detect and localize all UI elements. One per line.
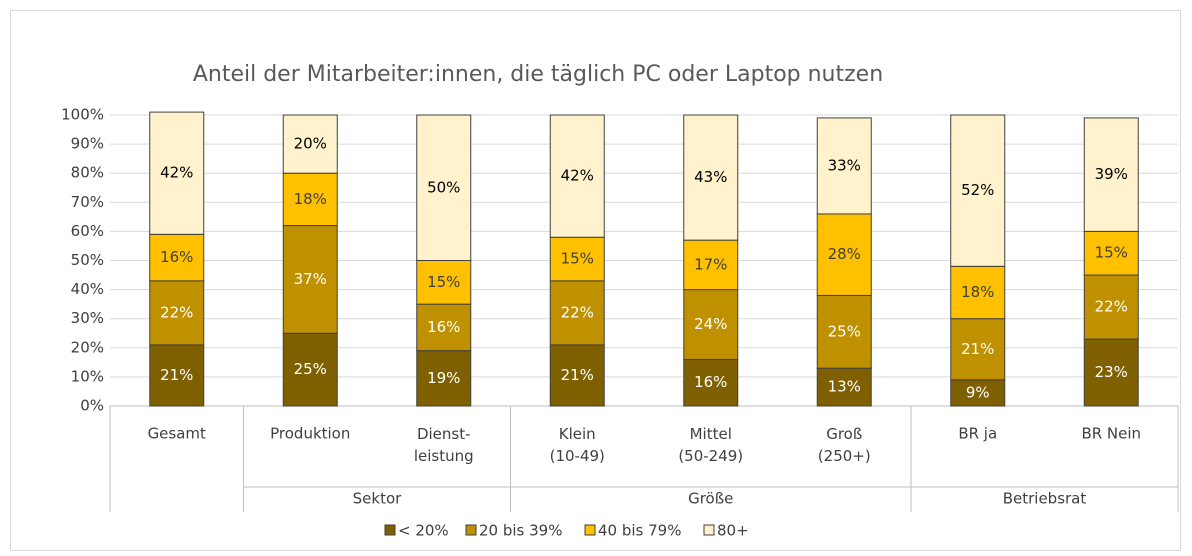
- bar-segment: [416, 303, 472, 352]
- data-label: 33%: [828, 156, 861, 174]
- legend-label: 20 bis 39%: [479, 522, 562, 540]
- data-label: 13%: [828, 378, 861, 396]
- legend-swatch: [384, 524, 396, 536]
- legend-label: 80+: [717, 522, 749, 540]
- data-label: 39%: [1095, 165, 1128, 183]
- data-label: 43%: [694, 168, 727, 186]
- bar-segment: [683, 239, 739, 291]
- chart-title: Anteil der Mitarbeiter:innen, die täglic…: [193, 62, 883, 87]
- bar-segment: [149, 233, 205, 282]
- data-label: 17%: [694, 255, 727, 273]
- y-tick-label: 60%: [71, 222, 104, 240]
- group-label: Sektor: [353, 490, 402, 508]
- data-label: 50%: [427, 178, 460, 196]
- data-label: 16%: [160, 248, 193, 266]
- bar-segment: [816, 213, 872, 296]
- data-label: 42%: [160, 164, 193, 182]
- x-tick-label: BR ja: [958, 425, 997, 443]
- data-label: 52%: [961, 181, 994, 199]
- y-tick-label: 100%: [61, 106, 104, 124]
- legend-swatch: [703, 524, 715, 536]
- bar-segment: [149, 111, 205, 235]
- data-label: 21%: [561, 366, 594, 384]
- data-label: 23%: [1095, 363, 1128, 381]
- data-label: 28%: [828, 245, 861, 263]
- data-label: 22%: [160, 303, 193, 321]
- group-label: Betriebsrat: [1003, 490, 1087, 508]
- bar-segment: [683, 114, 739, 241]
- x-tick-label: BR Nein: [1081, 425, 1141, 443]
- y-tick-label: 20%: [71, 338, 104, 356]
- bar-segment: [416, 260, 472, 305]
- data-label: 21%: [961, 340, 994, 358]
- bar-segment: [282, 225, 338, 334]
- y-tick-label: 0%: [80, 397, 104, 415]
- bar-segment: [816, 294, 872, 369]
- data-label: 22%: [561, 303, 594, 321]
- data-label: 16%: [694, 373, 727, 391]
- x-tick-label: Mittel (50-249): [678, 425, 743, 465]
- y-tick-label: 80%: [71, 164, 104, 182]
- y-tick-label: 50%: [71, 251, 104, 269]
- data-label: 21%: [160, 366, 193, 384]
- data-label: 37%: [294, 270, 327, 288]
- x-tick-label: Dienst-leistung: [414, 425, 474, 465]
- group-label: Größe: [688, 490, 733, 508]
- data-label: 42%: [561, 167, 594, 185]
- data-label: 16%: [427, 318, 460, 336]
- bar-segment: [950, 265, 1006, 320]
- y-tick-label: 30%: [71, 309, 104, 327]
- data-label: 9%: [966, 383, 990, 401]
- data-label: 25%: [294, 360, 327, 378]
- bar-segment: [549, 114, 605, 238]
- legend-swatch: [584, 524, 596, 536]
- bar-segment: [549, 280, 605, 346]
- y-tick-label: 10%: [71, 367, 104, 385]
- y-tick-label: 70%: [71, 193, 104, 211]
- data-label: 15%: [1095, 244, 1128, 262]
- bar-segment: [416, 114, 472, 261]
- data-label: 20%: [294, 135, 327, 153]
- legend-swatch: [465, 524, 477, 536]
- bar-segment: [282, 332, 338, 407]
- y-tick-label: 40%: [71, 280, 104, 298]
- x-tick-label: Klein (10-49): [550, 425, 605, 465]
- data-label: 24%: [694, 315, 727, 333]
- data-label: 18%: [294, 190, 327, 208]
- bar-segment: [950, 114, 1006, 267]
- bar-segment: [1083, 230, 1139, 276]
- data-label: 15%: [561, 250, 594, 268]
- bar-segment: [683, 358, 739, 407]
- x-tick-label: Gesamt: [148, 425, 206, 443]
- bar-segment: [816, 367, 872, 407]
- bar-segment: [683, 289, 739, 360]
- x-tick-label: Produktion: [270, 425, 350, 443]
- bar-segment: [816, 117, 872, 215]
- x-tick-label: Groß (250+): [818, 425, 871, 465]
- data-label: 22%: [1095, 298, 1128, 316]
- bar-segment: [1083, 117, 1139, 232]
- legend-label: 40 bis 79%: [598, 522, 681, 540]
- data-label: 15%: [427, 273, 460, 291]
- data-label: 18%: [961, 283, 994, 301]
- bar-segment: [1083, 274, 1139, 340]
- data-label: 19%: [427, 369, 460, 387]
- bar-segment: [282, 114, 338, 174]
- data-label: 25%: [828, 322, 861, 340]
- bar-segment: [549, 344, 605, 407]
- legend-label: < 20%: [398, 522, 449, 540]
- y-tick-label: 90%: [71, 135, 104, 153]
